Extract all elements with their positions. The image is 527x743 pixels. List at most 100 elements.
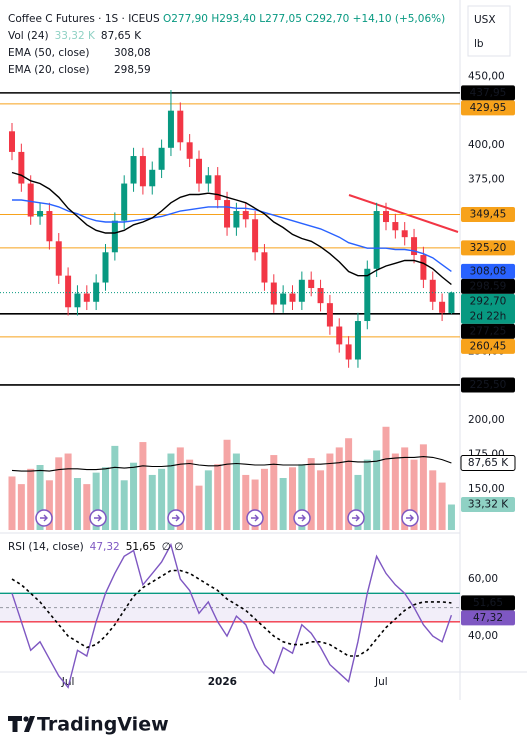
volume-bar	[410, 459, 418, 530]
candle-body	[65, 275, 72, 308]
legend-extra: ∅ ∅	[162, 541, 184, 553]
unit-box	[467, 5, 511, 57]
volume-bar	[242, 474, 250, 530]
candle-body	[139, 156, 146, 187]
volume-bar	[363, 459, 371, 530]
volume-bar	[429, 470, 437, 530]
legend: Vol (24) 33,32 K 87,65 K	[8, 30, 142, 42]
candle-body	[364, 268, 371, 322]
candle-body	[270, 282, 277, 305]
volume-bar	[270, 455, 278, 530]
legend-value: 308,08	[114, 47, 151, 59]
candle-body	[308, 279, 315, 289]
logo-dot	[23, 716, 29, 722]
candle-body	[196, 158, 202, 184]
price-badge	[461, 263, 515, 279]
volume-bar	[447, 504, 455, 530]
volume-bar	[289, 467, 296, 530]
price-badge-label: 298,59	[470, 280, 507, 292]
price-badge-label: 308,08	[470, 265, 507, 277]
header: Coffee C Futures · 1S · ICEUS O277,90 H2…	[8, 13, 445, 25]
header-part: C292,70	[305, 13, 349, 25]
candle-body	[373, 211, 380, 269]
series-line	[11, 171, 452, 286]
volume-bar	[111, 445, 119, 530]
x-tick-label: Jul	[374, 676, 388, 688]
event-arrow	[94, 514, 102, 522]
volume-bar	[317, 470, 325, 530]
series-line	[11, 542, 453, 689]
price-badge	[461, 85, 515, 101]
countdown: 2d 22h	[470, 310, 507, 322]
trend-line	[348, 194, 459, 233]
volume-bar	[401, 447, 409, 530]
event-arrow	[406, 514, 414, 522]
candle-body	[298, 279, 305, 302]
candle-body	[233, 211, 240, 228]
volume-bar	[251, 479, 259, 530]
volume-bar	[326, 453, 334, 530]
candle-body	[345, 344, 352, 360]
brand-logo: TradingView	[8, 714, 169, 736]
volume-bar	[391, 453, 399, 530]
y-tick-label: 375,00	[468, 173, 505, 185]
volume-bar	[55, 457, 63, 530]
volume-bar	[335, 447, 343, 530]
volume-bar	[232, 453, 240, 530]
price-badge	[460, 454, 516, 471]
candle-body	[439, 301, 446, 313]
volume-bar	[307, 458, 315, 530]
candle-body	[186, 142, 193, 159]
volume-bar	[17, 484, 25, 530]
legend-value: 87,65 K	[101, 30, 142, 42]
y-tick-label: 60,00	[468, 573, 498, 585]
candle-body	[9, 131, 15, 152]
volume-bar	[186, 459, 194, 530]
header-part: Coffee C Futures · 1S · ICEUS	[8, 13, 160, 25]
candle-body	[242, 211, 249, 220]
volume-bar	[204, 470, 212, 530]
candle-body	[383, 211, 389, 223]
price-badge-label: 33,32 K	[468, 499, 509, 511]
price-badge-label: 87,65 K	[468, 457, 509, 469]
volume-bar	[64, 453, 72, 530]
x-tick-label: Jul	[61, 676, 75, 688]
candle-body	[280, 293, 287, 305]
candle-body	[401, 230, 408, 238]
volume-bar	[102, 467, 109, 530]
candle-body	[411, 237, 418, 256]
candle-body	[224, 200, 231, 228]
candle-body	[121, 183, 128, 221]
volume-bar	[279, 478, 287, 530]
header-part: +14,10 (+5,06%)	[353, 13, 446, 25]
y-tick-label: 150,00	[468, 483, 505, 495]
candle-body	[46, 211, 53, 242]
volume-bar	[354, 474, 362, 530]
candle-body	[317, 288, 324, 304]
price-badge-label: 225,50	[470, 379, 507, 391]
volume-bar	[36, 465, 44, 530]
candle-body	[111, 220, 118, 253]
volume-bar	[438, 482, 446, 530]
header-part: L277,05	[259, 13, 302, 25]
candle-body	[74, 293, 81, 308]
price-badge	[461, 100, 515, 116]
candle-body	[102, 252, 109, 283]
candle-body	[392, 222, 399, 231]
y-tick-label: 40,00	[468, 630, 498, 642]
logo-icon	[8, 716, 35, 732]
currency: USX	[474, 14, 496, 26]
price-badge-label: 47,32	[473, 612, 503, 624]
candle-body	[158, 147, 165, 170]
candle-body	[252, 219, 259, 253]
volume-bar	[260, 468, 268, 530]
volume-bar	[419, 444, 427, 530]
legend-value: 47,32	[90, 541, 120, 553]
volume-bar	[223, 439, 231, 530]
price-badge	[461, 595, 515, 611]
x-tick-label: 2026	[208, 676, 237, 688]
volume-bar	[130, 462, 138, 530]
price-badge-label: 325,20	[470, 242, 507, 254]
candle-body	[354, 321, 361, 360]
